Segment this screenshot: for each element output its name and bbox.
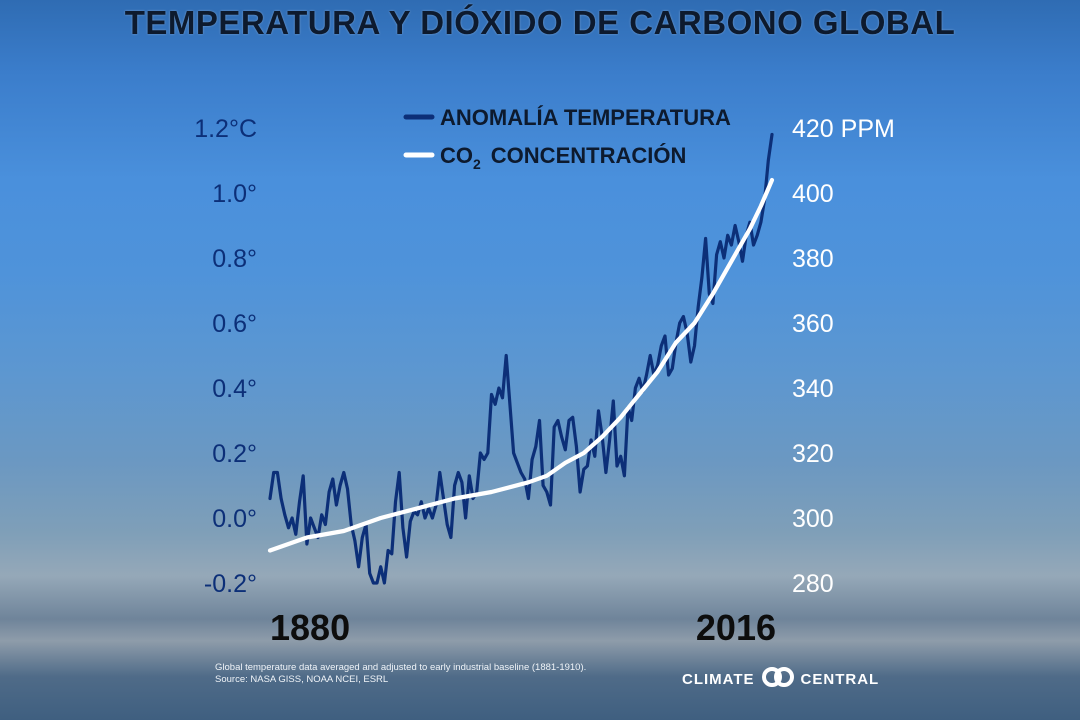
- right-axis-tick-label: 320: [792, 440, 834, 468]
- footnote-line-1: Global temperature data averaged and adj…: [215, 662, 587, 673]
- x-axis-ticks: 1880 2016: [270, 607, 776, 648]
- linked-circles-icon: [761, 666, 795, 692]
- series-layer: [267, 132, 775, 585]
- legend-label-temperature: ANOMALÍA TEMPERATURA: [440, 105, 731, 130]
- left-axis-tick-label: 1.0°: [212, 180, 257, 208]
- legend-co2-subscript: 2: [473, 156, 481, 172]
- legend-label-co2: CO2 CONCENTRACIÓN: [440, 143, 686, 172]
- left-axis-tick-label: 0.6°: [212, 310, 257, 338]
- right-axis-tick-label: 360: [792, 310, 834, 338]
- left-axis-tick-label: 0.2°: [212, 440, 257, 468]
- brand-logo: CLIMATE CENTRAL: [682, 666, 880, 692]
- legend-co2-prefix: CO: [440, 143, 473, 168]
- right-axis-tick-label: 340: [792, 375, 834, 403]
- right-axis-tick-label: 280: [792, 570, 834, 598]
- left-axis-tick-label: -0.2°: [204, 570, 257, 598]
- right-axis-tick-label: 380: [792, 245, 834, 273]
- legend-co2-suffix: CONCENTRACIÓN: [491, 143, 687, 168]
- x-axis-start-year: 1880: [270, 607, 350, 648]
- footnote: Global temperature data averaged and adj…: [215, 662, 586, 686]
- right-axis-tick-label: 300: [792, 505, 834, 533]
- legend: ANOMALÍA TEMPERATURA CO2 CONCENTRACIÓN: [403, 105, 731, 172]
- right-axis-tick-label: 400: [792, 180, 834, 208]
- brand-name-right: CENTRAL: [800, 670, 880, 688]
- co2-concentration-line: [267, 177, 775, 553]
- left-axis-tick-label: 0.4°: [212, 375, 257, 403]
- right-axis-ticks: 420 PPM 400 380 360 340 320 300 280: [792, 115, 895, 598]
- left-axis-ticks: 1.2°C 1.0° 0.8° 0.6° 0.4° 0.2° 0.0° -0.2°: [194, 115, 257, 598]
- right-axis-tick-label: 420 PPM: [792, 115, 895, 143]
- x-axis-end-year: 2016: [696, 607, 776, 648]
- brand-name-left: CLIMATE: [682, 670, 755, 688]
- left-axis-tick-label: 0.0°: [212, 505, 257, 533]
- temperature-anomaly-line: [268, 132, 774, 585]
- left-axis-tick-label: 0.8°: [212, 245, 257, 273]
- chart-title: TEMPERATURA Y DIÓXIDO DE CARBONO GLOBAL: [124, 4, 956, 41]
- left-axis-tick-label: 1.2°C: [194, 115, 257, 143]
- footnote-source: Source: NASA GISS, NOAA NCEI, ESRL: [215, 674, 389, 685]
